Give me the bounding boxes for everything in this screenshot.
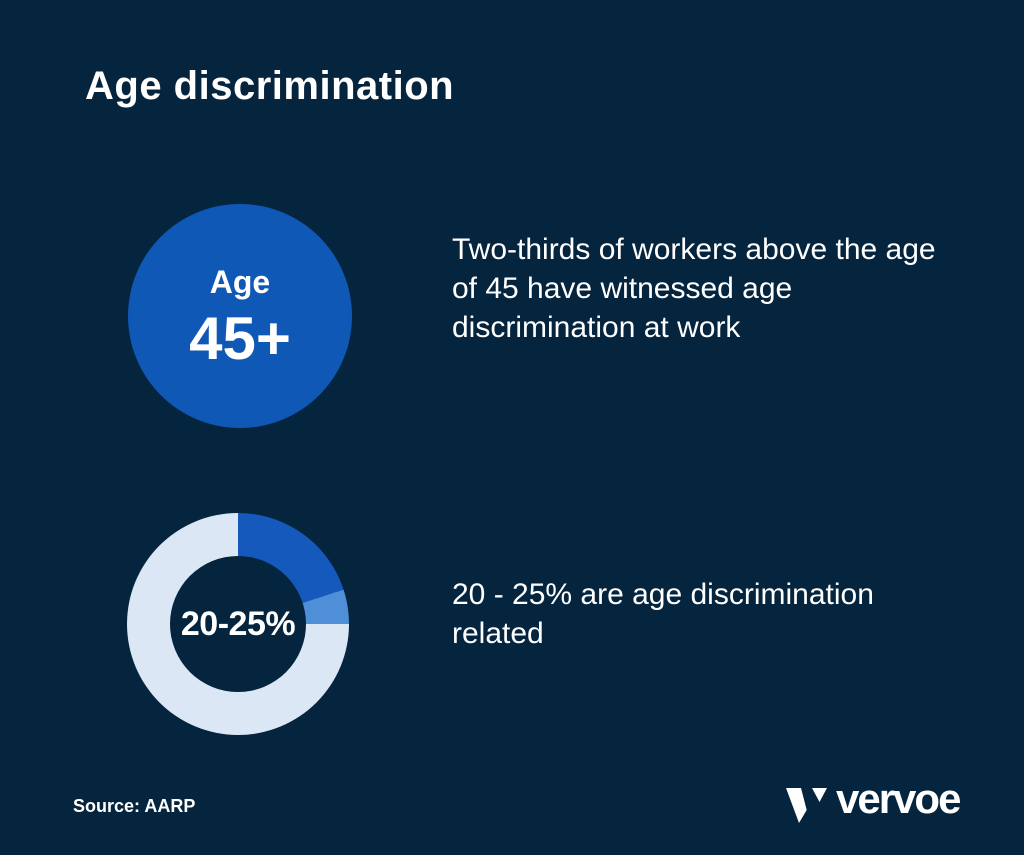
vervoe-wordmark: vervoe [836, 775, 961, 822]
vervoe-v-icon [786, 788, 827, 823]
page-title: Age discrimination [85, 64, 455, 108]
vervoe-logo: vervoe [786, 778, 961, 823]
age-circle-value: 45+ [189, 304, 291, 372]
stat1-description: Two-thirds of workers above the age of 4… [452, 233, 936, 344]
source-text: Source: AARP [73, 796, 196, 816]
age-45-circle: Age 45+ [128, 204, 352, 428]
age-circle-label: Age [209, 263, 271, 300]
stat2-description: 20 - 25% are age discrimination related [452, 578, 874, 650]
donut-chart: 20-25% [127, 513, 349, 735]
donut-hole: 20-25% [170, 556, 306, 692]
donut-center-label: 20-25% [180, 604, 296, 643]
